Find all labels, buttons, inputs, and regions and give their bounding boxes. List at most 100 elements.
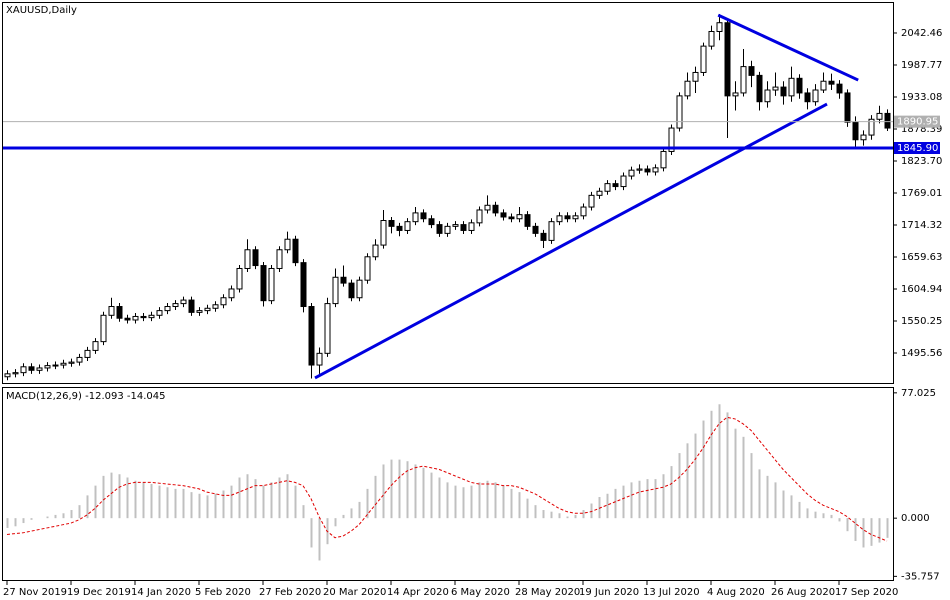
candle-body bbox=[28, 366, 35, 371]
candle-body bbox=[732, 92, 739, 97]
candle-body bbox=[572, 215, 579, 220]
candle-body bbox=[524, 214, 531, 227]
candle-body bbox=[252, 249, 259, 267]
y-tick-label: 1987.77 bbox=[901, 60, 942, 71]
candle-body bbox=[332, 276, 339, 305]
candle-body bbox=[684, 80, 691, 97]
price-label: 1845.90 bbox=[897, 143, 938, 154]
candle-body bbox=[636, 168, 643, 171]
x-tick-label: 26 Aug 2020 bbox=[771, 587, 835, 598]
candle-body bbox=[716, 22, 723, 32]
chart-title: XAUUSD,Daily bbox=[6, 5, 77, 16]
y-tick-label: 1714.32 bbox=[901, 220, 942, 231]
candle-body bbox=[460, 224, 467, 231]
candle-body bbox=[132, 315, 139, 321]
signal-line bbox=[6, 416, 888, 542]
candle-body bbox=[692, 71, 699, 82]
candle-body bbox=[348, 282, 355, 299]
candle-body bbox=[844, 92, 851, 123]
trend-line bbox=[717, 13, 859, 82]
candle-body bbox=[828, 80, 835, 85]
y-tick-label: -35.757 bbox=[901, 571, 940, 582]
trend-line bbox=[314, 102, 828, 380]
candle-body bbox=[612, 183, 619, 188]
candle-body bbox=[724, 22, 731, 97]
candle-body bbox=[660, 150, 667, 169]
candle-body bbox=[204, 307, 211, 312]
candle-body bbox=[820, 80, 827, 91]
candle-body bbox=[380, 220, 387, 246]
x-tick-label: 17 Sep 2020 bbox=[835, 587, 898, 598]
x-tick-label: 28 May 2020 bbox=[515, 587, 580, 598]
candle-body bbox=[620, 175, 627, 188]
candle-body bbox=[604, 183, 611, 192]
candle-body bbox=[324, 303, 331, 354]
candle-body bbox=[884, 112, 891, 129]
candle-body bbox=[508, 216, 515, 220]
candle-body bbox=[452, 224, 459, 227]
candle-body bbox=[236, 267, 243, 290]
price-label: 1890.95 bbox=[897, 117, 938, 128]
candle-body bbox=[100, 314, 107, 343]
candle-body bbox=[428, 218, 435, 226]
candle-body bbox=[788, 77, 795, 97]
y-tick-label: 1769.01 bbox=[901, 188, 942, 199]
candle-body bbox=[388, 220, 395, 227]
candle-body bbox=[468, 222, 475, 231]
y-tick-label: 1823.70 bbox=[901, 156, 942, 167]
candle-body bbox=[44, 365, 51, 369]
candle-body bbox=[652, 167, 659, 173]
candle-body bbox=[68, 361, 75, 364]
candle-body bbox=[676, 95, 683, 129]
candle-body bbox=[356, 279, 363, 299]
candle-body bbox=[476, 209, 483, 224]
candle-body bbox=[708, 30, 715, 47]
y-tick-label: 1933.08 bbox=[901, 92, 942, 103]
candle-body bbox=[868, 118, 875, 136]
candle-body bbox=[196, 310, 203, 313]
x-tick-label: 20 Mar 2020 bbox=[323, 587, 386, 598]
x-tick-label: 13 Jul 2020 bbox=[643, 587, 700, 598]
candle-body bbox=[12, 372, 19, 375]
candle-body bbox=[484, 204, 491, 211]
candle-body bbox=[372, 244, 379, 258]
candle-body bbox=[20, 366, 27, 374]
candle-body bbox=[564, 215, 571, 220]
candle-body bbox=[260, 265, 267, 302]
candle-body bbox=[52, 364, 59, 367]
x-tick-label: 6 May 2020 bbox=[451, 587, 510, 598]
candle-body bbox=[596, 190, 603, 196]
candle-body bbox=[500, 212, 507, 218]
candle-body bbox=[796, 77, 803, 94]
y-tick-label: 1550.25 bbox=[901, 316, 942, 327]
candle-body bbox=[308, 306, 315, 366]
candle-body bbox=[292, 238, 299, 264]
candle-body bbox=[140, 315, 147, 319]
candle-body bbox=[436, 224, 443, 234]
candle-body bbox=[420, 212, 427, 220]
candle-body bbox=[84, 349, 91, 358]
candle-body bbox=[4, 373, 11, 378]
candle-body bbox=[228, 288, 235, 299]
candle-body bbox=[548, 221, 555, 241]
macd-panel bbox=[2, 387, 894, 581]
candle-body bbox=[220, 297, 227, 306]
x-tick-label: 14 Jan 2020 bbox=[131, 587, 191, 598]
candle-body bbox=[772, 86, 779, 91]
candle-body bbox=[876, 112, 883, 120]
y-tick-label: 1604.94 bbox=[901, 284, 942, 295]
candle-body bbox=[556, 215, 563, 223]
x-tick-label: 5 Feb 2020 bbox=[195, 587, 251, 598]
candle-body bbox=[316, 352, 323, 366]
candle-body bbox=[36, 367, 43, 371]
candle-body bbox=[412, 212, 419, 223]
candle-body bbox=[284, 238, 291, 251]
candle-body bbox=[108, 306, 115, 316]
candle-body bbox=[364, 256, 371, 281]
price-label-box bbox=[894, 142, 940, 155]
candle-body bbox=[116, 306, 123, 319]
candle-body bbox=[588, 194, 595, 208]
candle-body bbox=[244, 249, 251, 269]
candle-body bbox=[212, 304, 219, 309]
